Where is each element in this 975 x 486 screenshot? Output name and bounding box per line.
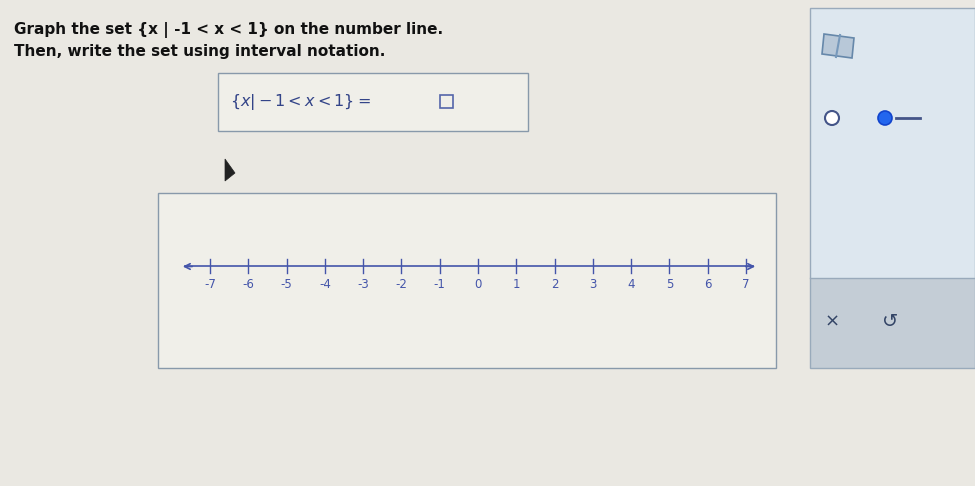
- Text: $\{x|-1 < x < 1\} =$: $\{x|-1 < x < 1\} =$: [230, 92, 370, 112]
- Circle shape: [878, 111, 892, 125]
- Text: -7: -7: [204, 278, 215, 292]
- Text: ×: ×: [825, 312, 839, 330]
- Bar: [440, 96, 453, 108]
- Text: 3: 3: [589, 278, 597, 292]
- Text: Then, write the set using interval notation.: Then, write the set using interval notat…: [14, 44, 385, 59]
- Text: 1: 1: [513, 278, 520, 292]
- Bar: [218, 73, 528, 131]
- Text: -2: -2: [396, 278, 408, 292]
- Bar: [810, 8, 975, 368]
- Text: ↺: ↺: [881, 312, 898, 330]
- Polygon shape: [225, 159, 235, 181]
- Text: 6: 6: [704, 278, 712, 292]
- Text: -5: -5: [281, 278, 292, 292]
- Text: 0: 0: [474, 278, 482, 292]
- Text: 4: 4: [627, 278, 635, 292]
- Bar: [810, 278, 975, 368]
- Text: -1: -1: [434, 278, 446, 292]
- Bar: [158, 193, 776, 368]
- Text: 7: 7: [742, 278, 750, 292]
- Text: Graph the set {x | -1 < x < 1} on the number line.: Graph the set {x | -1 < x < 1} on the nu…: [14, 22, 443, 38]
- Text: -3: -3: [357, 278, 369, 292]
- Text: -4: -4: [319, 278, 331, 292]
- Text: 2: 2: [551, 278, 559, 292]
- Polygon shape: [822, 34, 854, 58]
- Text: 5: 5: [666, 278, 673, 292]
- Circle shape: [825, 111, 839, 125]
- Text: -6: -6: [243, 278, 254, 292]
- Bar: [810, 8, 975, 278]
